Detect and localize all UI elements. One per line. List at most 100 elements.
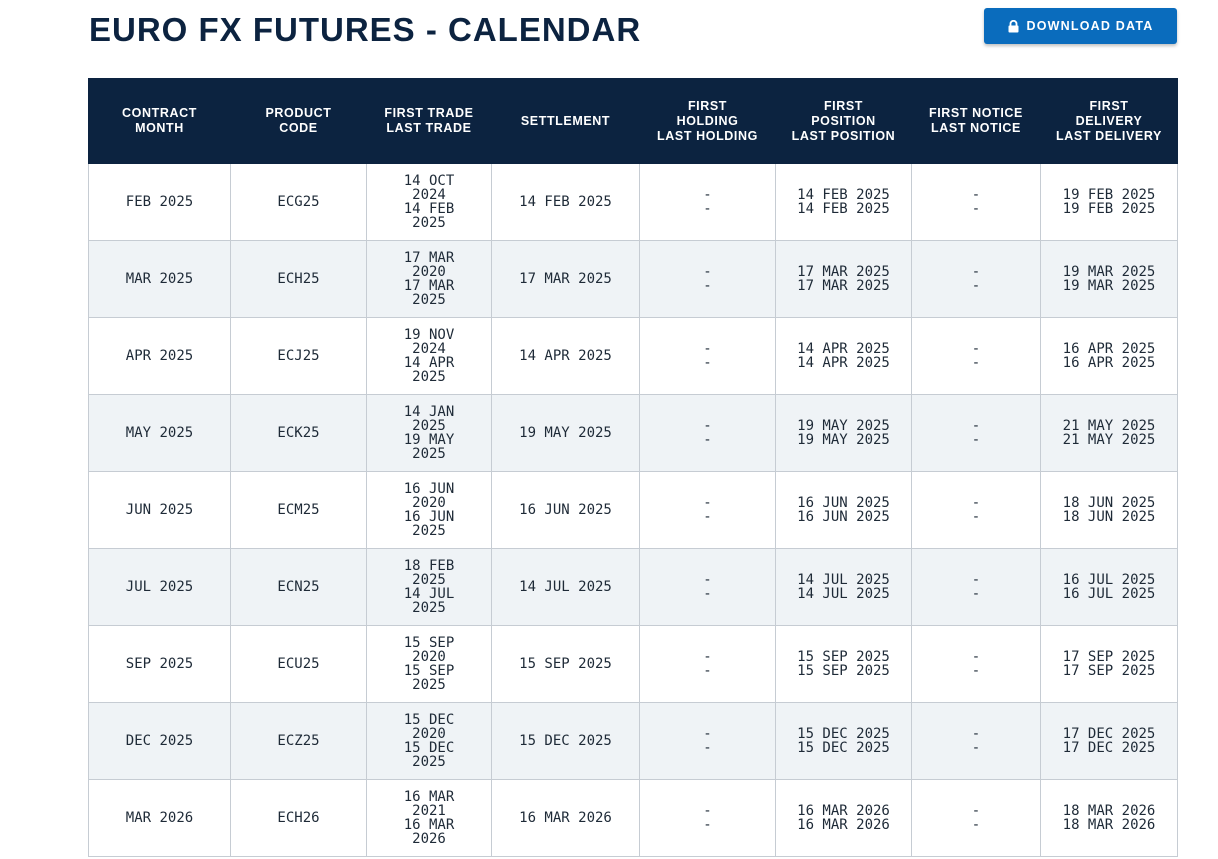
holding-cell: -- [639,394,776,472]
contract-month-cell: MAR 2025 [88,240,231,318]
trade-dates-cell: 16 MAR 2021 16 MAR 2026 [366,779,492,857]
position-cell: 16 MAR 2026 16 MAR 2026 [775,779,912,857]
last-delivery: 16 JUL 2025 [1062,586,1156,602]
last-trade: 15 SEP 2025 [403,663,455,693]
first-position: 15 DEC 2025 [797,726,890,742]
contract-month-cell: DEC 2025 [88,702,231,780]
last-position: 14 APR 2025 [797,355,890,371]
header-first-last-trade: FIRST TRADE LAST TRADE [366,78,492,164]
first-notice: - [971,341,981,357]
settlement-cell: 15 SEP 2025 [491,625,640,703]
first-trade: 14 JAN 2025 [403,404,455,434]
notice-cell: -- [911,163,1041,241]
position-cell: 19 MAY 2025 19 MAY 2025 [775,394,912,472]
position-cell: 15 DEC 2025 15 DEC 2025 [775,702,912,780]
delivery-cell: 16 APR 2025 16 APR 2025 [1040,317,1178,395]
first-trade: 15 SEP 2020 [403,635,455,665]
last-delivery: 16 APR 2025 [1062,355,1156,371]
last-position: 15 SEP 2025 [797,663,890,679]
trade-dates-cell: 19 NOV 2024 14 APR 2025 [366,317,492,395]
last-trade: 16 MAR 2026 [403,817,455,847]
table-row: MAY 2025 ECK25 14 JAN 2025 19 MAY 2025 19… [88,394,1178,472]
delivery-cell: 18 MAR 2026 18 MAR 2026 [1040,779,1178,857]
table-header-row: CONTRACT MONTH PRODUCT CODE FIRST TRADE … [88,78,1178,164]
first-delivery: 21 MAY 2025 [1062,418,1156,434]
settlement-cell: 15 DEC 2025 [491,702,640,780]
product-code-cell: ECK25 [230,394,367,472]
last-delivery: 21 MAY 2025 [1062,432,1156,448]
delivery-cell: 17 DEC 2025 17 DEC 2025 [1040,702,1178,780]
last-trade: 15 DEC 2025 [403,740,455,770]
table-row: DEC 2025 ECZ25 15 DEC 2020 15 DEC 2025 15… [88,702,1178,780]
first-trade: 19 NOV 2024 [403,327,455,357]
last-delivery: 19 MAR 2025 [1062,278,1156,294]
first-notice: - [971,264,981,280]
settlement-cell: 16 JUN 2025 [491,471,640,549]
first-holding: - [703,418,712,434]
product-code-cell: ECG25 [230,163,367,241]
last-delivery: 18 MAR 2026 [1062,817,1156,833]
first-delivery: 17 SEP 2025 [1062,649,1156,665]
first-holding: - [703,341,712,357]
header-settlement: SETTLEMENT [491,78,640,164]
product-code-cell: ECZ25 [230,702,367,780]
last-holding: - [703,201,712,217]
first-delivery: 17 DEC 2025 [1062,726,1156,742]
table-row: JUN 2025 ECM25 16 JUN 2020 16 JUN 2025 16… [88,471,1178,549]
first-holding: - [703,803,712,819]
calendar-table: CONTRACT MONTH PRODUCT CODE FIRST TRADE … [88,78,1178,857]
download-data-button[interactable]: DOWNLOAD DATA [984,8,1177,44]
holding-cell: -- [639,625,776,703]
header-holding: FIRST HOLDING LAST HOLDING [639,78,776,164]
holding-cell: -- [639,163,776,241]
last-holding: - [703,509,712,525]
notice-cell: -- [911,471,1041,549]
delivery-cell: 17 SEP 2025 17 SEP 2025 [1040,625,1178,703]
last-position: 14 FEB 2025 [797,201,890,217]
last-delivery: 17 DEC 2025 [1062,740,1156,756]
settlement-cell: 19 MAY 2025 [491,394,640,472]
first-position: 15 SEP 2025 [797,649,890,665]
notice-cell: -- [911,702,1041,780]
holding-cell: -- [639,240,776,318]
last-trade: 17 MAR 2025 [403,278,455,308]
contract-month-cell: APR 2025 [88,317,231,395]
last-notice: - [971,740,981,756]
last-delivery: 19 FEB 2025 [1062,201,1156,217]
first-holding: - [703,572,712,588]
delivery-cell: 18 JUN 2025 18 JUN 2025 [1040,471,1178,549]
trade-dates-cell: 14 JAN 2025 19 MAY 2025 [366,394,492,472]
first-delivery: 19 FEB 2025 [1062,187,1156,203]
first-notice: - [971,572,981,588]
last-holding: - [703,278,712,294]
first-position: 19 MAY 2025 [797,418,890,434]
first-delivery: 18 JUN 2025 [1062,495,1156,511]
contract-month-cell: JUL 2025 [88,548,231,626]
first-delivery: 16 APR 2025 [1062,341,1156,357]
last-notice: - [971,278,981,294]
last-trade: 14 APR 2025 [403,355,455,385]
first-position: 16 MAR 2026 [797,803,890,819]
last-position: 16 MAR 2026 [797,817,890,833]
last-holding: - [703,740,712,756]
delivery-cell: 19 MAR 2025 19 MAR 2025 [1040,240,1178,318]
settlement-cell: 14 FEB 2025 [491,163,640,241]
download-data-label: DOWNLOAD DATA [1026,19,1154,33]
delivery-cell: 16 JUL 2025 16 JUL 2025 [1040,548,1178,626]
last-notice: - [971,586,981,602]
last-holding: - [703,355,712,371]
settlement-cell: 17 MAR 2025 [491,240,640,318]
contract-month-cell: FEB 2025 [88,163,231,241]
trade-dates-cell: 17 MAR 2020 17 MAR 2025 [366,240,492,318]
first-position: 14 APR 2025 [797,341,890,357]
last-trade: 19 MAY 2025 [403,432,455,462]
page-title: EURO FX FUTURES - CALENDAR [89,11,642,48]
holding-cell: -- [639,779,776,857]
first-trade: 16 MAR 2021 [403,789,455,819]
table-row: MAR 2025 ECH25 17 MAR 2020 17 MAR 2025 17… [88,240,1178,318]
first-trade: 15 DEC 2020 [403,712,455,742]
last-position: 17 MAR 2025 [797,278,890,294]
contract-month-cell: JUN 2025 [88,471,231,549]
table-row: JUL 2025 ECN25 18 FEB 2025 14 JUL 2025 14… [88,548,1178,626]
first-trade: 17 MAR 2020 [403,250,455,280]
